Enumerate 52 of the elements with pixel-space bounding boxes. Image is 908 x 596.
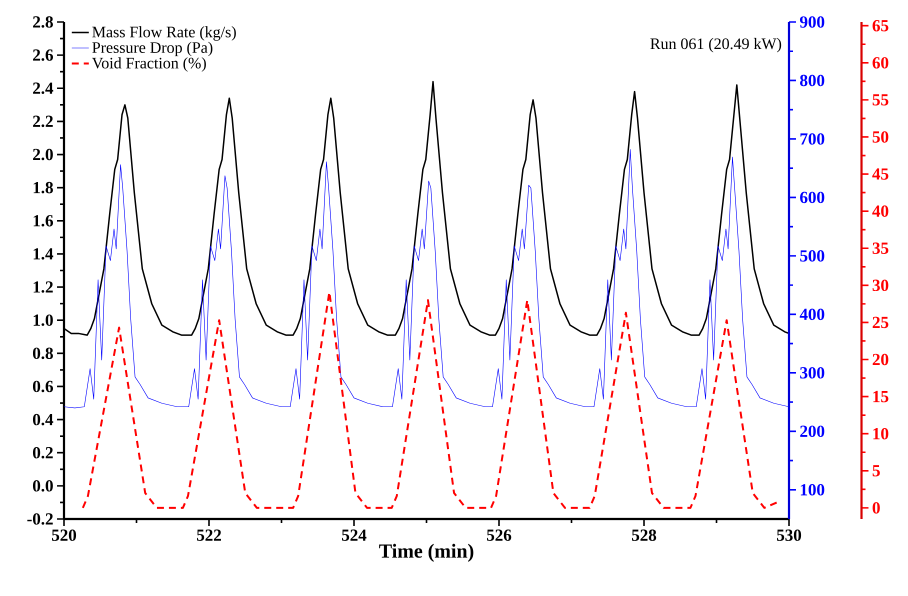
y-tick-label: 2.6 xyxy=(33,49,54,61)
line-series xyxy=(82,291,780,509)
y2-tick-label: 100 xyxy=(800,484,824,496)
x-tick-label: 530 xyxy=(776,529,802,541)
y-tick-label: 2.2 xyxy=(33,116,53,128)
x-tick-label: 526 xyxy=(486,529,512,541)
y-tick-label: 1.6 xyxy=(34,215,54,227)
y2-tick-label: 300 xyxy=(800,367,824,379)
y3-tick-label: 60 xyxy=(872,57,888,69)
x-tick-label: 522 xyxy=(196,529,221,541)
line-series xyxy=(64,149,790,408)
y-tick-label: 0.0 xyxy=(32,480,53,492)
y3-tick-label: 15 xyxy=(873,390,888,402)
y3-tick-label: 30 xyxy=(872,280,888,292)
y2-tick-label: 600 xyxy=(800,192,824,204)
y3-tick-label: 35 xyxy=(872,242,888,254)
y-tick-label: 0.8 xyxy=(32,348,53,360)
y-tick-label: 0.2 xyxy=(32,446,53,458)
y3-tick-label: 40 xyxy=(872,205,888,217)
y3-tick-label: 10 xyxy=(873,428,888,440)
y-tick-label: 0.4 xyxy=(32,414,54,426)
y-tick-label: 2.0 xyxy=(33,148,53,160)
x-tick-label: 520 xyxy=(52,529,76,541)
y2-tick-label: 500 xyxy=(800,250,824,262)
legend-label: Mass Flow Rate (kg/s) xyxy=(92,26,236,41)
y3-tick-label: 55 xyxy=(872,94,888,106)
y3-tick-label: 50 xyxy=(872,131,888,143)
y-tick-label: 0.6 xyxy=(32,380,54,392)
y3-tick-label: 65 xyxy=(872,20,888,32)
y3-tick-label: 20 xyxy=(872,354,888,366)
y2-tick-label: 200 xyxy=(800,426,824,438)
y-tick-label: 1.0 xyxy=(34,314,53,326)
legend-label: Void Fraction (%) xyxy=(92,57,206,72)
y-tick-label: 2.8 xyxy=(33,16,53,28)
y-tick-label: -0.2 xyxy=(27,513,53,525)
y-tick-label: 1.2 xyxy=(34,281,53,293)
y2-tick-label: 700 xyxy=(800,133,824,145)
x-tick-label: 528 xyxy=(632,529,656,541)
y3-tick-label: 25 xyxy=(872,316,888,328)
y-tick-label: 1.4 xyxy=(34,248,54,260)
y-tick-label: 2.4 xyxy=(33,82,54,94)
x-axis-title: Time (min) xyxy=(379,544,474,562)
y2-tick-label: 400 xyxy=(800,308,824,320)
y2-tick-label: 900 xyxy=(800,16,824,28)
y2-tick-label: 800 xyxy=(800,74,824,86)
x-tick-label: 524 xyxy=(342,529,366,541)
y3-tick-label: 0 xyxy=(872,502,880,514)
legend-label: Pressure Drop (Pa) xyxy=(92,42,212,56)
y3-tick-label: 5 xyxy=(872,465,880,476)
y-tick-label: 1.8 xyxy=(34,182,53,194)
annotation: Run 061 (20.49 kW) xyxy=(650,38,782,52)
y3-tick-label: 45 xyxy=(872,168,888,180)
